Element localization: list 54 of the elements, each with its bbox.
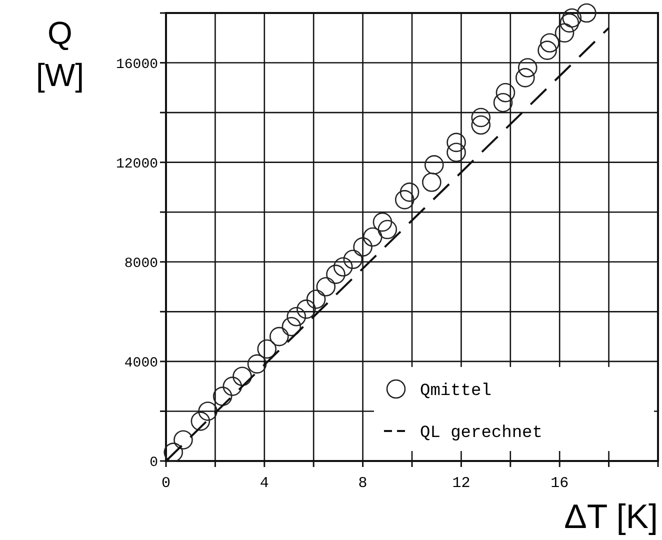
- point: [518, 58, 538, 78]
- point: [562, 8, 582, 28]
- point: [333, 257, 353, 277]
- point: [164, 442, 184, 462]
- x-axis-title: ΔT [K]: [564, 498, 658, 536]
- point: [378, 220, 398, 240]
- point: [362, 227, 382, 247]
- point: [306, 290, 326, 309]
- point: [326, 264, 346, 284]
- point: [394, 190, 414, 210]
- point: [372, 212, 392, 232]
- point: [554, 23, 574, 43]
- point: [538, 40, 557, 60]
- point: [174, 430, 193, 450]
- point: [400, 182, 420, 202]
- y-tick-label: 8000: [124, 256, 158, 272]
- point: [232, 366, 252, 386]
- x-tick-label: 8: [358, 475, 368, 492]
- legend-label: Qmittel: [420, 382, 492, 401]
- point: [247, 354, 267, 374]
- point: [471, 108, 491, 128]
- point: [190, 412, 210, 431]
- x-tick-label: 16: [550, 475, 569, 492]
- x-tick-label: 0: [161, 475, 171, 492]
- y-tick-label: 0: [150, 455, 158, 471]
- legend-label: QL gerechnet: [420, 424, 542, 443]
- y-tick-label: 16000: [116, 56, 158, 73]
- point: [316, 277, 336, 296]
- point: [282, 316, 302, 336]
- point: [446, 132, 466, 152]
- point: [493, 92, 513, 112]
- point: [540, 33, 560, 53]
- point: [222, 376, 242, 396]
- point: [424, 155, 444, 174]
- point: [471, 115, 491, 135]
- point: [496, 82, 516, 102]
- point: [577, 3, 596, 23]
- point: [296, 300, 316, 319]
- point: [286, 306, 306, 326]
- x-tick-label: 4: [260, 475, 269, 492]
- y-tick-label: 4000: [124, 355, 158, 372]
- point: [343, 250, 363, 270]
- x-tick-label: 12: [452, 475, 470, 492]
- point: [446, 142, 466, 162]
- point: [198, 402, 218, 421]
- point: [353, 237, 372, 257]
- point: [560, 13, 580, 33]
- point: [516, 68, 535, 88]
- point: [422, 172, 442, 192]
- point: [257, 339, 277, 359]
- point: [270, 326, 289, 346]
- y-axis-title: Q [W]: [36, 15, 84, 93]
- point: [212, 386, 232, 406]
- y-tick-label: 12000: [116, 156, 158, 172]
